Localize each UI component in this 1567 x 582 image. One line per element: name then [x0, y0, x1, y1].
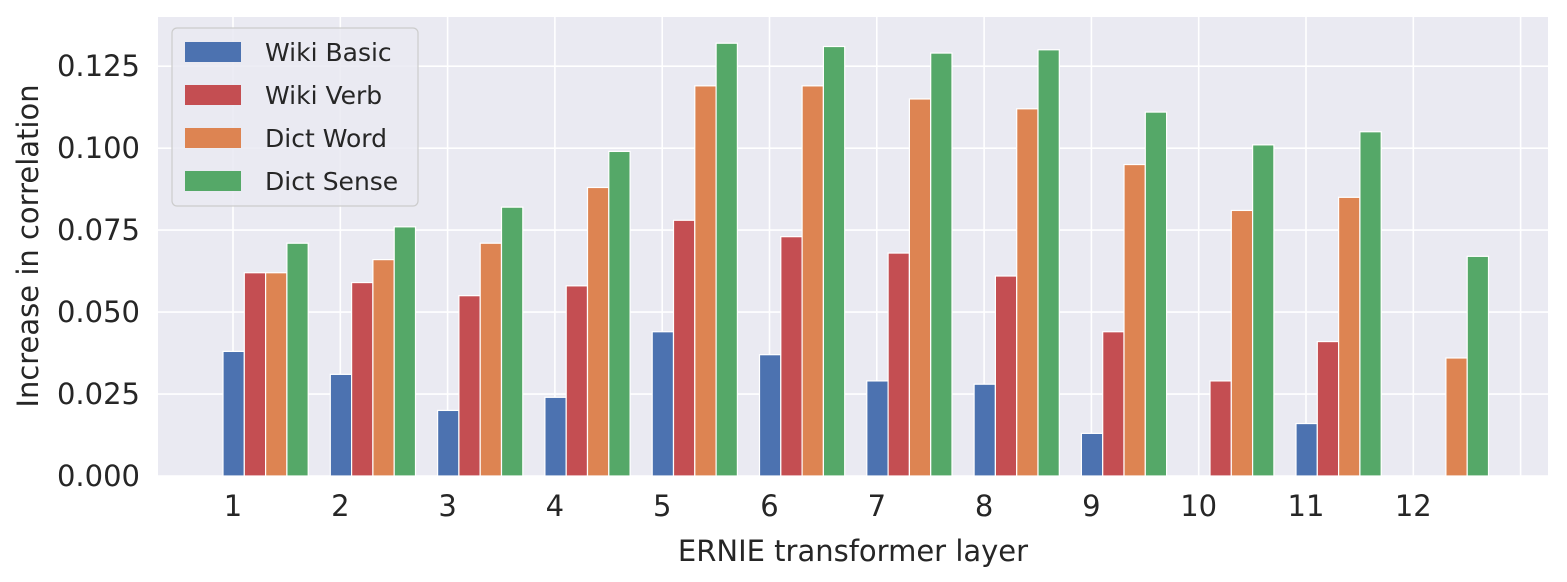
- bar-dict-word-layer-3: [479, 242, 503, 477]
- x-tick-labels: 1 2 3 4 5 6 7 8 9 10 11 12: [224, 489, 1432, 523]
- legend-label: Dict Word: [265, 124, 387, 153]
- bar-wiki-verb-layer-8: [994, 275, 1018, 477]
- bar-wiki-basic-layer-9: [1080, 432, 1104, 477]
- bar-dict-word-layer-8: [1016, 108, 1039, 477]
- bar-wiki-verb-layer-2: [351, 281, 374, 477]
- x-axis-label: ERNIE transformer layer: [678, 534, 1028, 568]
- bar-dict-sense-layer-6: [822, 45, 846, 477]
- bar-wiki-basic-layer-11: [1295, 422, 1318, 477]
- bar-dict-sense-layer-4: [608, 150, 631, 477]
- bar-dict-sense-layer-8: [1037, 49, 1060, 477]
- legend-swatch: [185, 128, 241, 148]
- bar-dict-word-layer-9: [1123, 163, 1146, 477]
- bar-wiki-basic-layer-3: [437, 409, 460, 477]
- x-tick-label: 7: [868, 489, 886, 523]
- x-tick-label: 4: [546, 489, 564, 523]
- bar-wiki-verb-layer-1: [243, 272, 267, 477]
- y-tick-label: 0.025: [57, 377, 140, 411]
- bar-dict-word-layer-1: [265, 272, 288, 477]
- legend-label: Wiki Verb: [265, 81, 382, 110]
- bar-dict-sense-layer-2: [393, 226, 417, 477]
- bar-wiki-verb-layer-10: [1209, 380, 1232, 477]
- bar-dict-sense-layer-5: [715, 42, 738, 477]
- bar-wiki-basic-layer-5: [651, 331, 675, 477]
- bars: [222, 42, 1490, 477]
- bar-wiki-basic-layer-1: [222, 350, 245, 477]
- bar-wiki-basic-layer-4: [544, 396, 567, 477]
- y-tick-label: 0.125: [57, 49, 140, 83]
- bar-dict-word-layer-7: [908, 98, 932, 477]
- x-tick-label: 9: [1082, 489, 1100, 523]
- bar-wiki-basic-layer-8: [973, 383, 996, 477]
- y-tick-label: 0.050: [57, 295, 140, 329]
- bar-dict-sense-layer-3: [500, 206, 524, 477]
- legend-swatch: [185, 42, 241, 62]
- bar-wiki-verb-layer-3: [458, 295, 481, 477]
- bar-wiki-basic-layer-6: [758, 354, 782, 477]
- legend: Wiki Basic Wiki Verb Dict Word Dict Sense: [171, 27, 419, 207]
- bar-dict-word-layer-12: [1445, 357, 1468, 477]
- x-tick-label: 5: [653, 489, 671, 523]
- y-tick-label: 0.075: [57, 213, 140, 247]
- y-tick-label: 0.100: [57, 131, 140, 165]
- bar-wiki-basic-layer-2: [329, 373, 353, 477]
- bar-wiki-verb-layer-7: [887, 252, 910, 477]
- x-tick-label: 12: [1395, 489, 1432, 523]
- x-tick-label: 11: [1288, 489, 1325, 523]
- bar-dict-word-layer-4: [586, 186, 610, 477]
- y-axis-label: Increase in correlation: [11, 84, 45, 407]
- legend-box: [171, 27, 419, 207]
- bar-wiki-verb-layer-5: [672, 219, 696, 477]
- y-tick-labels: 0.000 0.025 0.050 0.075 0.100 0.125: [57, 49, 140, 493]
- bar-dict-word-layer-6: [801, 85, 824, 477]
- x-tick-label: 8: [975, 489, 993, 523]
- bar-dict-sense-layer-10: [1251, 144, 1275, 477]
- legend-swatch: [185, 85, 241, 105]
- x-tick-label: 1: [224, 489, 242, 523]
- bar-dict-word-layer-10: [1230, 209, 1254, 477]
- bar-wiki-verb-layer-6: [780, 236, 803, 477]
- x-tick-label: 2: [331, 489, 349, 523]
- legend-label: Dict Sense: [265, 167, 398, 196]
- x-tick-label: 3: [438, 489, 456, 523]
- x-tick-label: 6: [760, 489, 778, 523]
- bar-dict-sense-layer-11: [1359, 131, 1382, 477]
- bar-wiki-basic-layer-7: [866, 380, 889, 477]
- bar-wiki-verb-layer-11: [1316, 340, 1340, 477]
- bar-dict-sense-layer-12: [1466, 255, 1490, 477]
- bar-dict-word-layer-2: [372, 259, 395, 477]
- x-tick-label: 10: [1180, 489, 1217, 523]
- bar-wiki-verb-layer-4: [565, 285, 589, 477]
- bar-dict-sense-layer-1: [286, 242, 309, 477]
- bar-wiki-verb-layer-9: [1102, 331, 1125, 477]
- legend-label: Wiki Basic: [265, 38, 392, 67]
- bar-dict-sense-layer-7: [930, 52, 953, 477]
- bar-dict-sense-layer-9: [1144, 111, 1168, 477]
- bar-dict-word-layer-11: [1337, 196, 1361, 477]
- y-tick-label: 0.000: [57, 459, 140, 493]
- bar-dict-word-layer-5: [694, 85, 717, 477]
- legend-swatch: [185, 171, 241, 191]
